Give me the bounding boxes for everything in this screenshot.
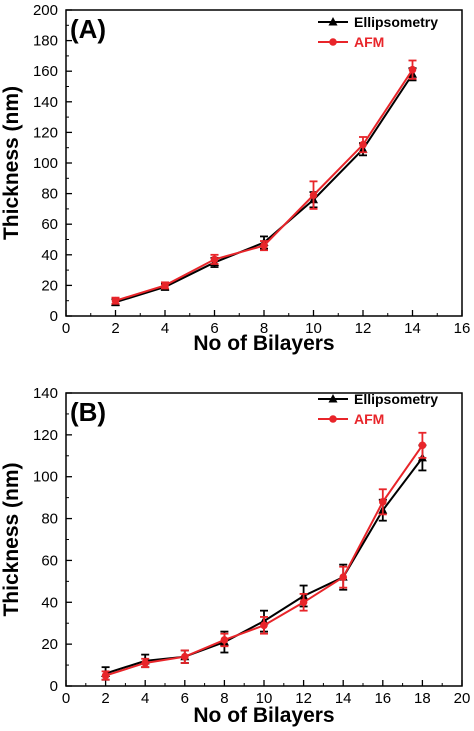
data-point <box>181 652 189 661</box>
x-tick-label: 0 <box>62 320 70 337</box>
data-point <box>359 140 367 149</box>
chart-panel-0: 0 2 4 6 8 10 12 14 16020406080100120140160180200… <box>0 2 470 355</box>
x-tick-label: 6 <box>210 320 218 337</box>
series-line <box>115 73 414 304</box>
x-tick-label: 16 <box>454 320 471 337</box>
series-line <box>105 457 424 675</box>
y-tick-label: 40 <box>41 594 58 611</box>
x-tick-label: 16 <box>374 690 391 707</box>
x-tick-label: 20 <box>454 690 471 707</box>
data-point <box>299 598 308 607</box>
series-afm <box>111 59 417 305</box>
x-tick-label: 10 <box>256 690 273 707</box>
legend: Ellipsometry AFM <box>318 391 438 427</box>
y-tick-label: 80 <box>41 186 58 203</box>
panel-label: (B) <box>70 397 106 427</box>
x-tick-label: 2 <box>111 320 119 337</box>
y-tick-label: 120 <box>33 124 58 141</box>
x-tick-label: 6 <box>181 690 189 707</box>
series-ellipsometry <box>111 67 417 307</box>
y-axis-title: Thickness (nm) <box>0 462 23 616</box>
y-tick-label: 20 <box>41 277 58 294</box>
x-tick-label: 12 <box>295 690 312 707</box>
data-point <box>379 498 387 506</box>
data-point <box>260 621 268 630</box>
x-tick-label: 18 <box>414 690 431 707</box>
series-ellipsometry <box>101 444 427 681</box>
legend-label: AFM <box>354 411 384 427</box>
y-tick-label: 180 <box>33 33 58 50</box>
data-point <box>210 255 219 264</box>
x-tick-label: 8 <box>220 690 228 707</box>
x-axis-title: No of Bilayers <box>193 704 334 727</box>
data-point <box>418 441 427 450</box>
legend-marker <box>329 38 337 46</box>
y-tick-label: 60 <box>41 216 58 233</box>
y-tick-label: 120 <box>33 427 58 444</box>
x-tick-label: 4 <box>141 690 149 707</box>
series-line <box>105 444 424 677</box>
legend: Ellipsometry AFM <box>318 14 438 50</box>
x-tick-label: 4 <box>161 320 169 337</box>
series-line <box>115 69 414 302</box>
y-tick-label: 60 <box>41 552 58 569</box>
data-point <box>161 281 169 290</box>
legend-label: Ellipsometry <box>354 14 438 30</box>
series-afm <box>101 431 427 681</box>
x-axis-title: No of Bilayers <box>193 332 334 355</box>
x-tick-label: 10 <box>305 320 322 337</box>
x-tick-label: 8 <box>260 320 268 337</box>
x-tick-label: 2 <box>101 690 109 707</box>
data-point <box>141 659 149 667</box>
y-axis-title: Thickness (nm) <box>0 86 23 240</box>
data-point <box>339 573 348 581</box>
y-tick-label: 80 <box>41 511 58 528</box>
data-point <box>408 65 417 74</box>
legend-label: Ellipsometry <box>354 391 438 407</box>
data-point <box>260 241 268 250</box>
x-tick-label: 14 <box>404 320 421 337</box>
legend-marker <box>328 17 338 26</box>
y-tick-label: 40 <box>41 247 58 264</box>
legend-label: AFM <box>354 34 384 50</box>
y-tick-label: 20 <box>41 636 58 653</box>
data-point <box>101 671 110 680</box>
data-point <box>111 296 120 305</box>
y-tick-label: 160 <box>33 63 58 80</box>
plot-frame <box>65 392 463 687</box>
data-point <box>220 636 229 644</box>
panel-label: (A) <box>70 14 106 44</box>
y-tick-label: 100 <box>33 469 58 486</box>
x-tick-label: 0 <box>62 690 70 707</box>
legend-marker <box>328 394 338 403</box>
y-tick-label: 100 <box>33 155 58 172</box>
chart-panel-1: 0 2 4 6 8 10 12 14 16 18 20 0 20 40 60 80 100 120 140 No of… <box>0 385 470 727</box>
y-tick-label: 0 <box>50 308 58 325</box>
x-tick-label: 12 <box>355 320 372 337</box>
x-tick-label: 14 <box>335 690 352 707</box>
data-point <box>309 191 318 199</box>
y-tick-label: 0 <box>50 678 58 695</box>
y-tick-label: 140 <box>33 94 58 111</box>
plot-frame <box>65 9 463 317</box>
legend-marker <box>329 415 337 423</box>
y-tick-label: 200 <box>33 2 58 19</box>
y-tick-label: 140 <box>33 385 58 402</box>
